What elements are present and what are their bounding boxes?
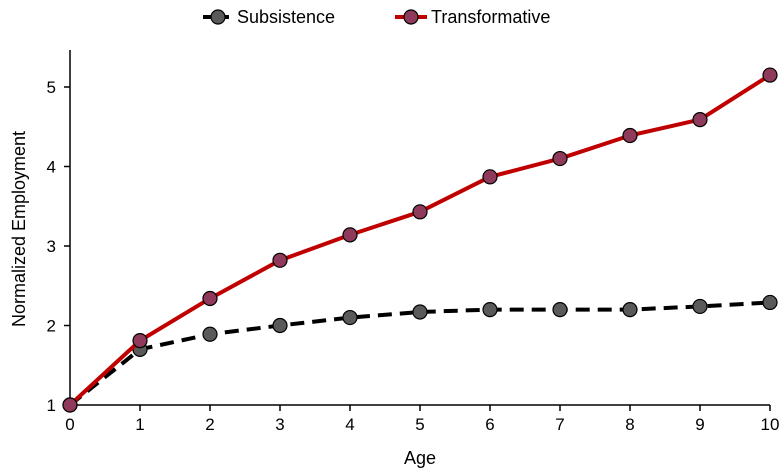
series-transformative-point xyxy=(202,290,218,307)
series-subsistence xyxy=(62,294,778,413)
legend: Subsistence Transformative xyxy=(203,7,550,27)
x-tick-label: 2 xyxy=(205,415,214,434)
legend-subsistence-marker xyxy=(210,9,226,25)
series-subsistence-point xyxy=(692,298,708,315)
x-axis-title: Age xyxy=(404,448,436,468)
y-tick-label: 2 xyxy=(47,317,56,336)
x-tick-label: 9 xyxy=(695,415,704,434)
x-tick-label: 6 xyxy=(485,415,494,434)
y-tick-label: 4 xyxy=(47,158,56,177)
series-subsistence-point xyxy=(482,302,498,318)
series-transformative-point xyxy=(62,397,78,413)
series-transformative-point xyxy=(482,169,498,185)
y-tick-label: 1 xyxy=(47,396,56,415)
series-transformative xyxy=(62,67,778,413)
y-tick-label: 3 xyxy=(47,237,56,256)
series-subsistence-point xyxy=(412,304,428,320)
series-transformative-point xyxy=(762,67,778,83)
series-group xyxy=(62,67,778,413)
series-transformative-point xyxy=(272,252,288,268)
series-subsistence-point xyxy=(622,302,638,318)
series-transformative-point xyxy=(342,227,358,243)
series-subsistence-point xyxy=(342,309,358,326)
legend-transformative-marker xyxy=(403,9,419,25)
y-axis-title: Normalized Employment xyxy=(9,131,29,327)
series-transformative-point xyxy=(412,204,428,220)
series-transformative-line xyxy=(68,73,772,407)
series-transformative-point xyxy=(552,150,568,167)
legend-item-transformative: Transformative xyxy=(395,7,550,27)
x-tick-label: 7 xyxy=(555,415,564,434)
legend-transformative-label: Transformative xyxy=(431,7,550,27)
x-tick-label: 4 xyxy=(345,415,354,434)
series-transformative-point xyxy=(692,111,708,128)
x-tick-label: 5 xyxy=(415,415,424,434)
series-subsistence-point xyxy=(552,302,568,318)
x-tick-label: 8 xyxy=(625,415,634,434)
series-subsistence-point xyxy=(762,294,778,311)
x-tick-label: 3 xyxy=(275,415,284,434)
x-tick-label: 0 xyxy=(65,415,74,434)
x-tick-label: 1 xyxy=(135,415,144,434)
series-subsistence-point xyxy=(202,326,218,342)
series-subsistence-line xyxy=(68,300,771,407)
series-transformative-point xyxy=(622,127,638,144)
y-tick-label: 5 xyxy=(47,78,56,97)
series-subsistence-point xyxy=(272,317,288,334)
legend-item-subsistence: Subsistence xyxy=(203,7,335,27)
legend-subsistence-label: Subsistence xyxy=(237,7,335,27)
series-transformative-point xyxy=(132,333,148,349)
x-tick-label: 10 xyxy=(761,415,780,434)
